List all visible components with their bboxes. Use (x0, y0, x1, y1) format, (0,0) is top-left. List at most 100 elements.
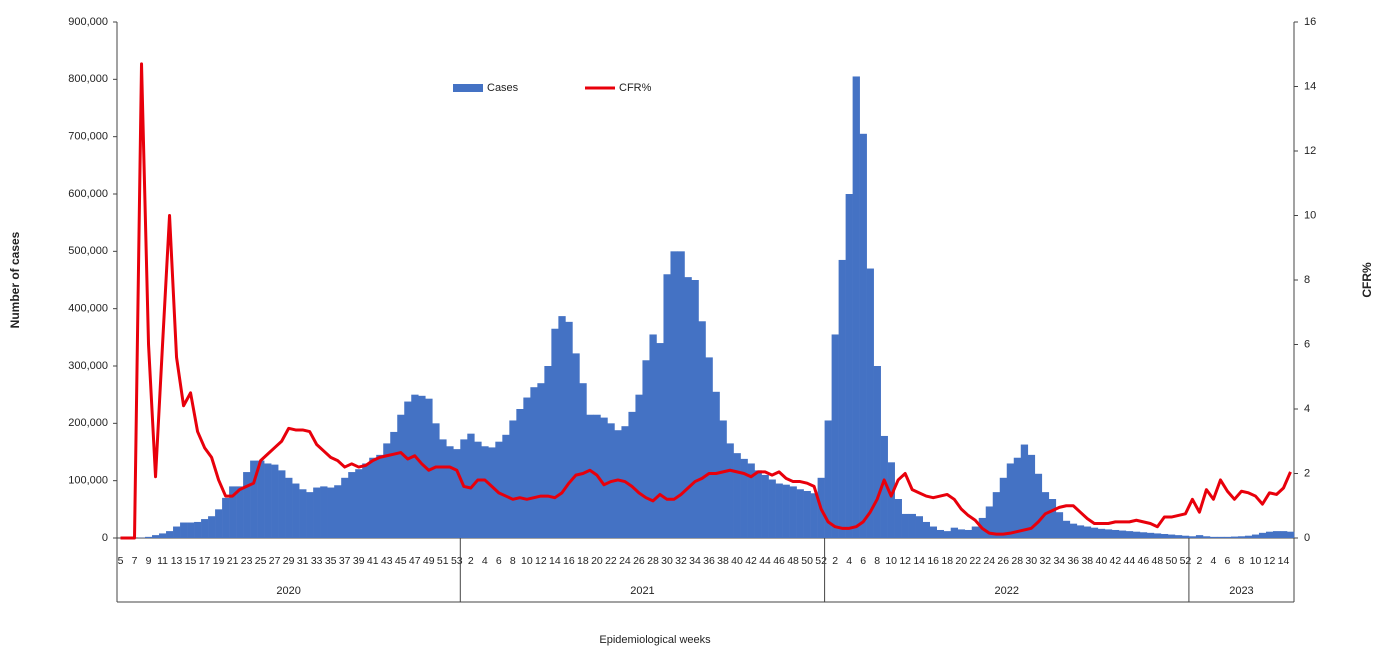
x-tick-label: 13 (171, 555, 183, 567)
group-label: 2023 (1229, 585, 1253, 597)
bar (1062, 520, 1071, 538)
y-tick-label: 100,000 (68, 475, 108, 487)
bar (488, 447, 496, 538)
bar (768, 479, 776, 538)
bar (950, 527, 959, 538)
y-axis-title: Number of cases (8, 231, 22, 328)
bar (838, 259, 846, 538)
bar (187, 522, 195, 538)
x-tick-label: 43 (381, 555, 393, 567)
bar (985, 506, 994, 538)
x-tick-label: 26 (633, 555, 645, 567)
bar (425, 398, 433, 538)
bar (1251, 534, 1260, 538)
x-tick-label: 20 (591, 555, 603, 567)
x-tick-label: 48 (1152, 555, 1164, 567)
bar (992, 492, 1001, 538)
bar (1013, 457, 1022, 538)
bar (628, 411, 636, 538)
x-tick-label: 12 (1264, 555, 1276, 567)
x-tick-label: 11 (157, 555, 168, 567)
x-tick-label: 47 (409, 555, 421, 567)
x-tick-label: 8 (874, 555, 880, 567)
x-tick-label: 45 (395, 555, 407, 567)
x-tick-label: 35 (325, 555, 337, 567)
line (120, 62, 1292, 540)
bar (1265, 531, 1274, 538)
bar (509, 420, 517, 538)
x-tick-label: 2 (1196, 555, 1202, 567)
x-tick-label: 41 (367, 555, 379, 567)
bar (390, 431, 398, 538)
bar (719, 420, 727, 538)
x-tick-label: 15 (185, 555, 197, 567)
x-tick-label: 44 (1124, 555, 1136, 567)
bar (740, 458, 748, 538)
bar (327, 487, 335, 538)
x-tick-label: 32 (1039, 555, 1051, 567)
bar (166, 531, 174, 538)
x-tick-label: 53 (451, 555, 463, 567)
x-tick-label: 46 (773, 555, 785, 567)
bar (579, 383, 587, 538)
bar (999, 477, 1008, 538)
bar (551, 328, 559, 538)
x-tick-label: 44 (759, 555, 771, 567)
bar (453, 449, 461, 538)
bar (684, 277, 692, 538)
x-tick-label: 38 (1081, 555, 1093, 567)
bar (663, 274, 671, 538)
bar (1181, 535, 1190, 538)
bar (929, 526, 937, 538)
y-tick-label: 400,000 (68, 303, 108, 315)
x-tick-label: 52 (815, 555, 827, 567)
bar (1286, 531, 1295, 538)
bar (705, 357, 713, 538)
bar (1083, 526, 1092, 538)
x-tick-label: 14 (1278, 555, 1290, 567)
bar (537, 383, 545, 538)
bar (726, 443, 734, 538)
bar (901, 513, 909, 538)
x-tick-label: 24 (619, 555, 631, 567)
bar (677, 251, 685, 539)
x-tick-label: 50 (1166, 555, 1178, 567)
bar (712, 391, 720, 538)
x-tick-label: 16 (563, 555, 575, 567)
bar (502, 434, 510, 538)
bar (565, 321, 573, 538)
bar (1279, 531, 1288, 538)
bar (747, 463, 755, 538)
y-tick-label: 600,000 (68, 188, 108, 200)
bar (1076, 525, 1085, 538)
bar (369, 457, 377, 538)
x-tick-label: 26 (997, 555, 1009, 567)
bar (775, 483, 783, 538)
bar (341, 477, 349, 538)
bar (180, 522, 188, 538)
bar (1055, 512, 1064, 538)
y2-tick-label: 14 (1304, 80, 1316, 92)
bar (866, 268, 874, 538)
bar (558, 316, 566, 538)
bar (852, 76, 860, 538)
y-tick-label: 200,000 (68, 417, 108, 429)
bar (1195, 535, 1204, 538)
x-tick-label: 27 (269, 555, 281, 567)
bar (642, 360, 650, 538)
bar (908, 513, 916, 538)
x-tick-label: 17 (199, 555, 211, 567)
x-tick-label: 19 (213, 555, 225, 567)
x-tick-label: 34 (689, 555, 701, 567)
bar (586, 414, 594, 538)
x-tick-label: 29 (283, 555, 295, 567)
y2-tick-label: 16 (1304, 16, 1316, 28)
bar (376, 454, 384, 538)
bar (264, 463, 272, 538)
x-tick-label: 21 (227, 555, 239, 567)
x-tick-label: 42 (1110, 555, 1122, 567)
bar (1027, 454, 1036, 538)
bar (803, 490, 811, 538)
bar (397, 414, 405, 538)
bar (600, 417, 608, 538)
